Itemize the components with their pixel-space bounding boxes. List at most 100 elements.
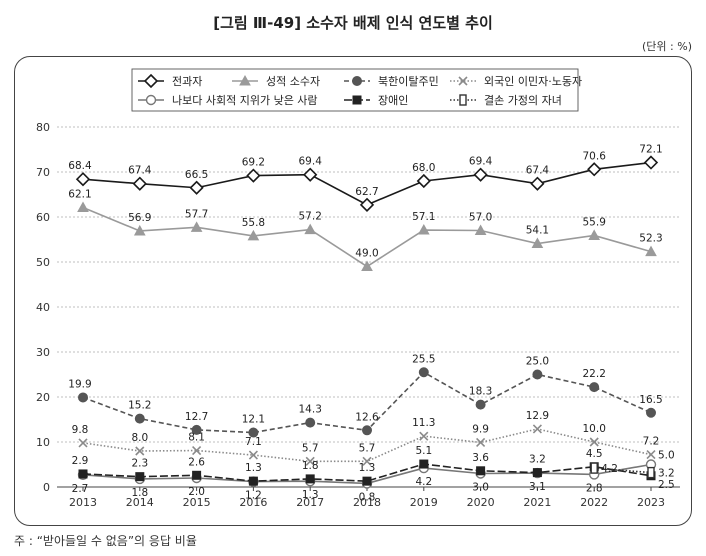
circle-marker — [305, 417, 316, 428]
data-label: 54.1 — [526, 225, 549, 237]
data-label: 2.8 — [586, 482, 603, 494]
diamond-marker — [530, 176, 545, 191]
data-label: 2.3 — [131, 458, 148, 470]
y-tick-label: 0 — [43, 481, 50, 494]
triangle-marker — [247, 229, 260, 241]
x-tick-label: 2013 — [69, 496, 97, 509]
data-label: 9.8 — [72, 424, 89, 436]
x-tick-label: 2022 — [580, 496, 608, 509]
x-marker-stroke — [78, 438, 88, 448]
chart-title: [그림 Ⅲ-49] 소수자 배제 인식 연도별 추이 — [213, 14, 493, 32]
x-marker-stroke — [532, 424, 542, 434]
data-label: 5.7 — [302, 442, 319, 454]
data-label: 2.7 — [72, 483, 89, 495]
data-label: 12.6 — [355, 411, 379, 423]
triangle-marker — [190, 221, 203, 232]
unit-label: (단위 : %) — [642, 40, 692, 53]
data-label: 57.1 — [412, 211, 435, 223]
data-label: 56.9 — [128, 212, 151, 224]
data-label: 69.4 — [299, 156, 323, 168]
data-labels: 68.4 67.4 66.5 69.2 69.4 62.7 68.0 69.4 67.4 70.6… — [68, 144, 674, 504]
data-label: 70.6 — [583, 150, 607, 162]
data-label: 66.5 — [185, 169, 208, 181]
data-label: 7.1 — [245, 436, 262, 448]
data-label: 18.3 — [469, 386, 492, 398]
series-0 — [75, 155, 659, 212]
y-tick-label: 80 — [36, 121, 50, 134]
legend-label: 장애인 — [378, 94, 408, 107]
x-marker-stroke — [458, 76, 468, 86]
square-marker — [305, 474, 315, 484]
data-label: 62.1 — [68, 189, 91, 201]
data-label: 0.8 — [359, 491, 376, 503]
data-label: 25.0 — [526, 356, 549, 368]
axes: 0 10 20 30 40 50 60 70 80 2013 2014 2015 2016 2017 201… — [36, 121, 680, 509]
data-label: 62.7 — [355, 186, 378, 198]
square-marker — [419, 459, 429, 469]
data-label: 25.5 — [412, 353, 435, 365]
data-label: 55.9 — [583, 216, 606, 228]
x-marker — [362, 456, 372, 466]
x-tick-label: 2020 — [467, 496, 495, 509]
x-marker-stroke — [362, 456, 372, 466]
diamond-marker — [189, 180, 204, 195]
open-square-marker — [459, 94, 467, 106]
diamond-marker — [643, 155, 659, 170]
y-tick-label: 60 — [36, 211, 50, 224]
x-marker — [248, 450, 258, 460]
circle-marker — [362, 425, 372, 436]
square-marker — [192, 470, 202, 480]
data-label: 5.7 — [359, 442, 376, 454]
data-label: 15.2 — [128, 400, 151, 412]
x-marker-stroke — [476, 437, 486, 448]
data-label: 12.1 — [242, 414, 265, 426]
circle-marker — [352, 76, 362, 86]
triangle-marker — [77, 201, 89, 213]
data-label: 55.8 — [242, 217, 265, 229]
data-label: 7.2 — [643, 436, 660, 448]
triangle-marker — [474, 224, 487, 235]
data-label: 12.7 — [185, 411, 208, 423]
data-label: 1.8 — [131, 487, 148, 499]
data-label: 2.5 — [658, 479, 675, 491]
square-marker — [135, 472, 145, 482]
data-label: 3.6 — [472, 452, 489, 464]
diamond-marker — [75, 172, 91, 187]
open-square-marker — [647, 466, 655, 479]
data-label: 69.4 — [469, 156, 493, 168]
x-tick-label: 2018 — [353, 496, 381, 509]
legend-label: 나보다 사회적 지위가 낮은 사람 — [172, 94, 318, 107]
series-3 — [78, 424, 656, 466]
data-label: 1.3 — [359, 462, 376, 474]
data-label: 14.3 — [299, 404, 322, 416]
data-label: 1.3 — [245, 462, 262, 474]
data-label: 8.0 — [131, 432, 148, 444]
series-1 — [77, 201, 657, 271]
square-marker — [78, 469, 88, 479]
y-tick-label: 70 — [36, 166, 50, 179]
open-circle-marker — [145, 94, 157, 106]
data-label: 9.9 — [472, 423, 489, 435]
x-marker — [476, 437, 486, 448]
data-label: 11.3 — [412, 417, 435, 429]
series-6 — [590, 462, 655, 479]
data-label: 19.9 — [68, 378, 91, 390]
x-tick-label: 2019 — [410, 496, 438, 509]
triangle-marker — [588, 229, 601, 240]
data-label: 67.4 — [128, 165, 152, 177]
diamond-marker — [246, 168, 261, 183]
legend-label: 성적 소수자 — [266, 75, 320, 88]
x-marker — [78, 438, 88, 448]
open-square-marker — [590, 462, 598, 474]
diamond-marker — [132, 176, 147, 191]
circle-marker — [646, 407, 656, 418]
series-group — [75, 155, 659, 489]
circle-marker — [532, 369, 543, 380]
data-label: 8.1 — [188, 432, 205, 444]
legend-label: 전과자 — [172, 75, 202, 88]
data-label: 57.2 — [299, 211, 322, 223]
x-tick-label: 2016 — [239, 496, 267, 509]
data-label: 4.2 — [601, 463, 618, 475]
x-marker-stroke — [192, 445, 202, 456]
data-label: 4.2 — [415, 476, 432, 488]
